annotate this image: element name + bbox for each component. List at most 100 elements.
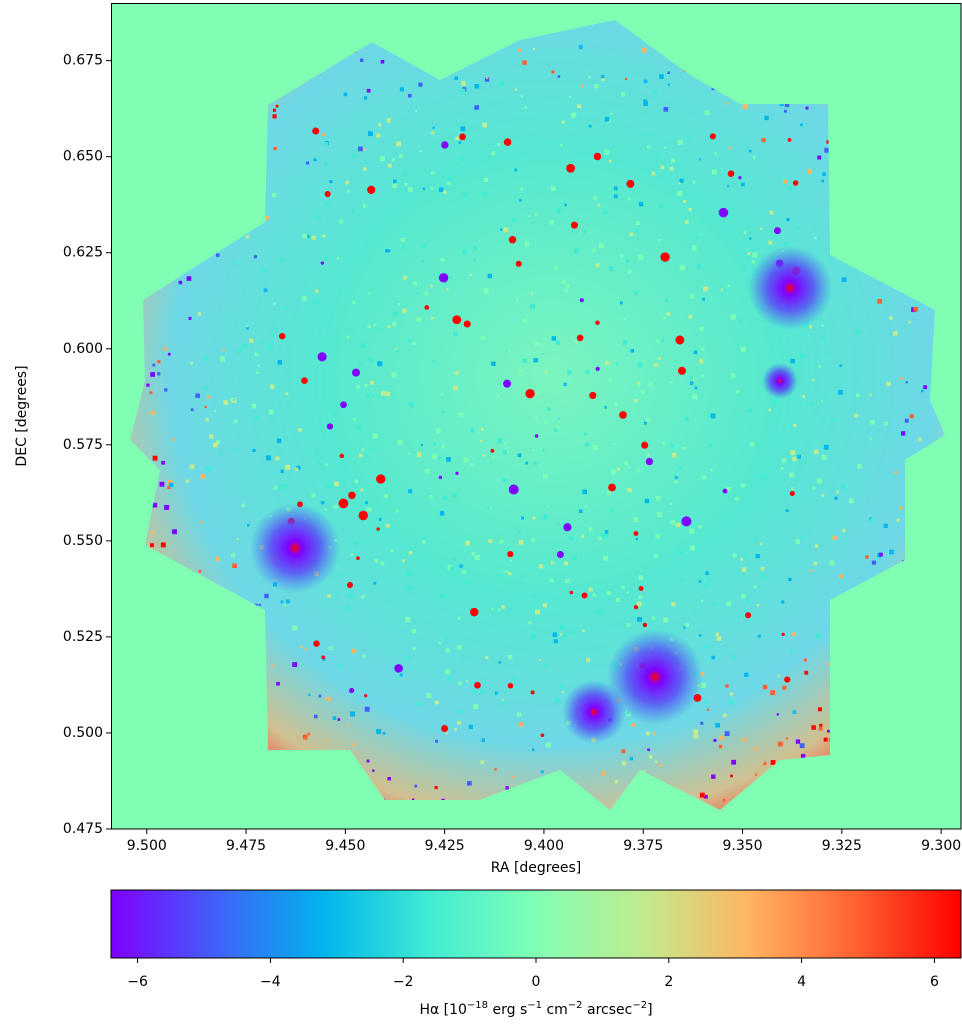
noise-pixel — [343, 92, 348, 97]
noise-pixel — [889, 316, 893, 320]
point-source — [507, 551, 514, 558]
noise-pixel — [522, 358, 527, 363]
noise-pixel — [452, 492, 458, 498]
noise-pixel — [160, 542, 166, 548]
noise-pixel — [604, 150, 610, 155]
noise-pixel — [400, 238, 405, 242]
noise-pixel — [246, 327, 249, 330]
y-tick-label: 0.500 — [63, 725, 103, 741]
noise-pixel — [506, 451, 510, 454]
noise-pixel — [742, 104, 748, 110]
noise-pixel — [318, 694, 322, 698]
noise-pixel — [465, 679, 469, 683]
noise-pixel — [346, 724, 349, 727]
point-source — [459, 133, 466, 141]
noise-pixel — [604, 117, 610, 122]
noise-pixel — [399, 673, 403, 677]
noise-pixel — [821, 324, 824, 327]
point-source — [595, 320, 600, 325]
noise-pixel — [254, 352, 259, 356]
noise-pixel — [615, 189, 619, 193]
noise-pixel — [748, 149, 752, 153]
noise-pixel — [215, 253, 220, 257]
noise-pixel — [643, 133, 646, 137]
noise-pixel — [609, 111, 613, 115]
noise-pixel — [501, 698, 504, 701]
colorbar-tick-label: −6 — [127, 974, 148, 990]
point-source — [503, 379, 512, 388]
noise-pixel — [393, 507, 397, 511]
noise-pixel — [559, 633, 563, 636]
noise-pixel — [704, 582, 710, 588]
noise-pixel — [714, 151, 717, 155]
noise-pixel — [443, 190, 447, 194]
noise-pixel — [648, 382, 653, 387]
noise-pixel — [445, 648, 450, 653]
noise-pixel — [779, 102, 784, 107]
noise-pixel — [785, 509, 788, 512]
noise-pixel — [164, 504, 170, 510]
noise-pixel — [459, 564, 463, 568]
noise-pixel — [658, 357, 662, 361]
noise-pixel — [661, 261, 664, 264]
noise-pixel — [787, 186, 793, 191]
noise-pixel — [828, 662, 832, 666]
noise-pixel — [841, 277, 847, 283]
point-source — [313, 640, 320, 647]
noise-pixel — [306, 235, 310, 238]
noise-pixel — [904, 418, 909, 423]
noise-pixel — [360, 343, 366, 349]
noise-pixel — [152, 502, 158, 508]
noise-pixel — [440, 593, 445, 599]
noise-pixel — [473, 246, 477, 250]
noise-pixel — [251, 403, 257, 409]
noise-pixel — [324, 255, 328, 260]
noise-pixel — [408, 187, 413, 192]
noise-pixel — [622, 340, 628, 345]
noise-pixel — [313, 158, 317, 162]
noise-pixel — [577, 104, 581, 109]
noise-pixel — [869, 393, 872, 397]
noise-pixel — [754, 585, 757, 589]
noise-pixel — [620, 254, 624, 258]
noise-pixel — [354, 542, 359, 546]
noise-pixel — [595, 592, 598, 595]
noise-pixel — [716, 636, 722, 641]
noise-pixel — [680, 578, 684, 581]
noise-pixel — [494, 691, 498, 695]
noise-pixel — [531, 748, 535, 752]
noise-pixel — [314, 210, 317, 213]
noise-pixel — [352, 743, 355, 746]
point-source — [525, 388, 535, 399]
noise-pixel — [540, 770, 544, 774]
noise-pixel — [408, 402, 414, 407]
noise-pixel — [705, 571, 709, 575]
noise-pixel — [726, 486, 731, 491]
noise-pixel — [532, 516, 536, 520]
noise-pixel — [172, 529, 177, 535]
point-source — [581, 592, 588, 599]
noise-pixel — [560, 684, 564, 689]
noise-pixel — [557, 417, 560, 420]
noise-pixel — [627, 487, 633, 493]
noise-pixel — [783, 179, 788, 184]
noise-pixel — [761, 138, 766, 143]
noise-pixel — [212, 442, 218, 448]
noise-pixel — [509, 559, 512, 562]
noise-pixel — [555, 340, 560, 345]
noise-pixel — [820, 335, 825, 340]
noise-pixel — [820, 400, 823, 403]
noise-pixel — [455, 136, 459, 141]
noise-pixel — [637, 383, 641, 387]
noise-pixel — [625, 259, 630, 263]
noise-pixel — [534, 213, 538, 217]
noise-pixel — [519, 199, 522, 202]
noise-pixel — [151, 531, 155, 535]
noise-pixel — [675, 522, 681, 528]
noise-pixel — [358, 361, 362, 365]
noise-pixel — [366, 246, 369, 249]
point-source — [367, 185, 376, 194]
noise-pixel — [362, 502, 365, 505]
noise-pixel — [715, 723, 720, 728]
